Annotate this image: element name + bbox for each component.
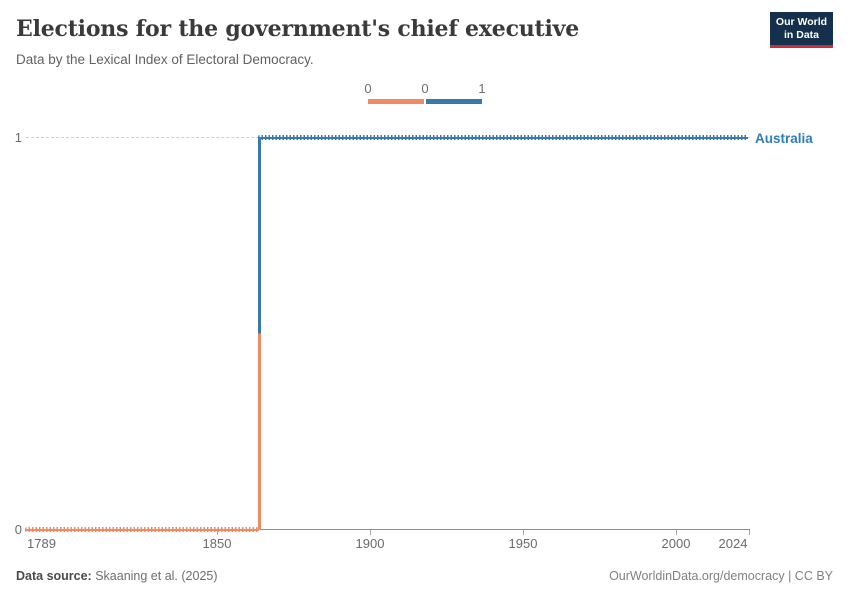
x-axis-label-2000: 2000	[661, 536, 691, 551]
x-axis-label-2024: 2024	[718, 536, 748, 551]
x-axis-label-1850: 1850	[202, 536, 232, 551]
owid-logo[interactable]: Our World in Data	[770, 12, 833, 48]
legend-end-label: 1	[478, 81, 486, 96]
x-axis-label-1900: 1900	[355, 536, 385, 551]
x-tick-1950	[523, 530, 524, 535]
x-axis-label-1789: 1789	[27, 536, 56, 551]
x-tick-2000	[676, 530, 677, 535]
owid-link[interactable]: OurWorldinData.org/democracy | CC BY	[609, 569, 833, 583]
data-source-note: Data source: Skaaning et al. (2025)	[16, 569, 218, 583]
legend-mid-label: 0	[421, 81, 429, 96]
x-tick-2024	[749, 530, 750, 535]
owid-logo-text: Our World in Data	[770, 12, 833, 45]
x-tick-1900	[370, 530, 371, 535]
y-axis-label-1: 1	[14, 130, 22, 145]
owid-logo-line1: Our World	[775, 16, 828, 28]
legend-bar-value-0	[368, 99, 424, 104]
y-axis-label-0: 0	[14, 522, 22, 537]
x-tick-1850	[217, 530, 218, 535]
chart-subtitle: Data by the Lexical Index of Electoral D…	[16, 52, 314, 67]
data-source-label: Data source:	[16, 569, 92, 583]
series-label-australia[interactable]: Australia	[755, 131, 813, 146]
owid-logo-line2: in Data	[783, 29, 819, 41]
data-source-value: Skaaning et al. (2025)	[91, 569, 218, 583]
x-axis-label-1950: 1950	[508, 536, 538, 551]
legend-bar-value-1	[426, 99, 482, 104]
series-line-transition	[258, 137, 261, 530]
owid-logo-red-bar	[770, 45, 833, 48]
page-title: Elections for the government's chief exe…	[16, 16, 580, 42]
series-line-value-1	[258, 135, 748, 140]
legend-start-label: 0	[364, 81, 372, 96]
x-axis-line	[25, 529, 750, 530]
series-line-value-0	[25, 527, 259, 532]
